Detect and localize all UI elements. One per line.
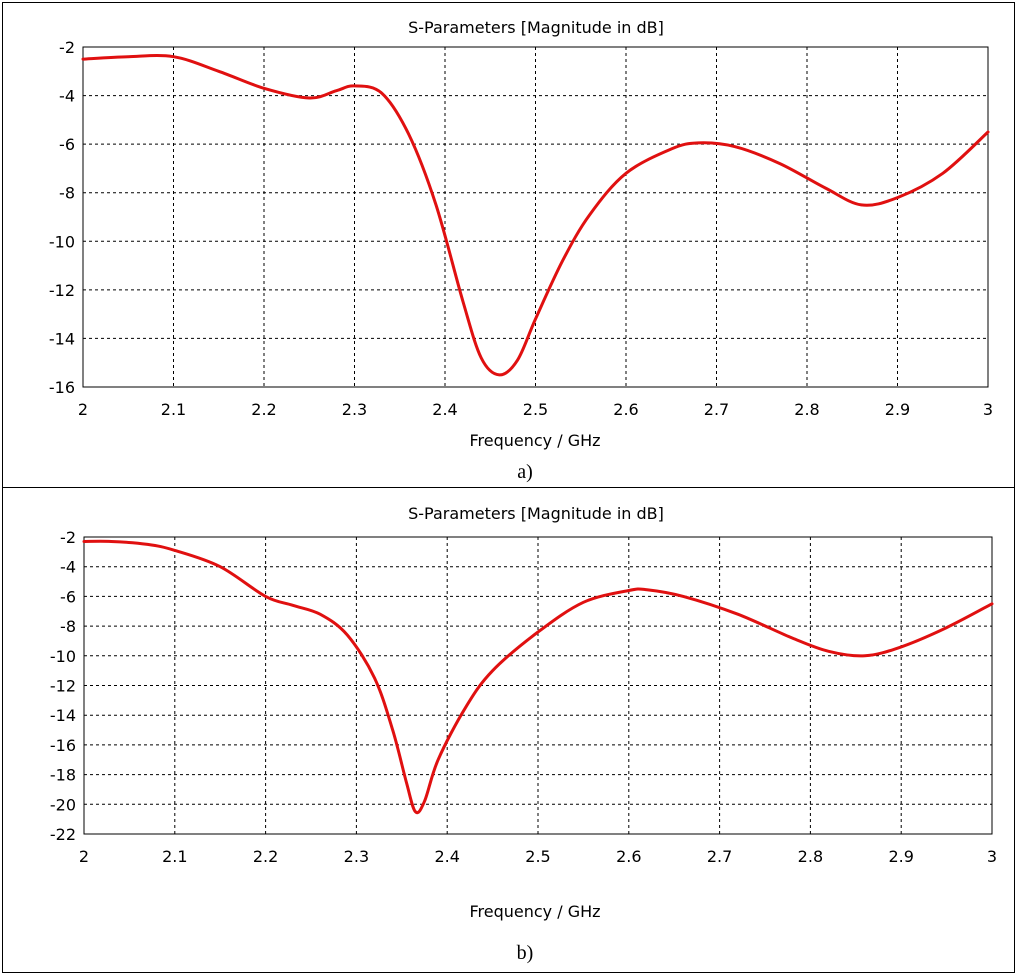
y-tick-label: -14	[50, 706, 76, 725]
x-tick-label: 2.4	[434, 847, 459, 866]
y-tick-label: -2	[59, 38, 75, 57]
figure-caption: a)	[517, 461, 533, 483]
y-tick-label: -22	[50, 825, 76, 844]
x-tick-label: 2.1	[162, 847, 187, 866]
x-tick-label: 2	[79, 847, 89, 866]
x-tick-label: 2.7	[707, 847, 732, 866]
y-tick-label: -4	[60, 558, 76, 577]
y-tick-label: -6	[59, 135, 75, 154]
x-tick-label: 3	[983, 400, 993, 419]
x-tick-label: 2.8	[798, 847, 823, 866]
y-tick-label: -4	[59, 87, 75, 106]
y-tick-label: -12	[49, 281, 75, 300]
x-tick-label: 2.3	[342, 400, 367, 419]
y-tick-label: -8	[59, 184, 75, 203]
y-tick-label: -8	[60, 617, 76, 636]
x-tick-label: 2.6	[613, 400, 638, 419]
x-tick-label: 2.9	[885, 400, 910, 419]
y-tick-label: -16	[50, 736, 76, 755]
x-tick-label: 3	[987, 847, 997, 866]
x-tick-label: 2.5	[525, 847, 550, 866]
chart-panel-b: S-Parameters [Magnitude in dB] -2 -4 -6 -8 -…	[2, 487, 1015, 973]
x-tick-label: 2.3	[344, 847, 369, 866]
x-tick-label: 2.8	[794, 400, 819, 419]
chart-title: S-Parameters [Magnitude in dB]	[408, 18, 664, 37]
chart-b-svg: S-Parameters [Magnitude in dB] -2 -4 -6 -8 -…	[50, 504, 997, 964]
y-tick-label: -18	[50, 766, 76, 785]
x-tick-label: 2.4	[432, 400, 457, 419]
x-tick-label: 2.5	[523, 400, 548, 419]
chart-panel-a: S-Parameters [Magnitude in dB] -2 -4 -6 -8 -…	[2, 2, 1015, 488]
y-tick-label: -20	[50, 795, 76, 814]
y-tick-label: -2	[60, 528, 76, 547]
y-tick-label: -10	[49, 232, 75, 251]
y-tick-label: -16	[49, 378, 75, 397]
y-tick-label: -6	[60, 587, 76, 606]
x-tick-label: 2.2	[253, 847, 278, 866]
x-tick-label: 2.1	[161, 400, 186, 419]
chart-title: S-Parameters [Magnitude in dB]	[408, 504, 664, 523]
figure-caption: b)	[517, 942, 534, 964]
series-line	[81, 54, 990, 377]
series-line	[82, 539, 994, 815]
x-tick-label: 2.6	[616, 847, 641, 866]
x-tick-label: 2.9	[888, 847, 913, 866]
x-tick-label: 2.2	[251, 400, 276, 419]
x-axis-label: Frequency / GHz	[469, 902, 600, 921]
x-axis-label: Frequency / GHz	[469, 431, 600, 450]
x-tick-label: 2.7	[704, 400, 729, 419]
y-tick-label: -14	[49, 329, 75, 348]
y-tick-label: -10	[50, 647, 76, 666]
chart-a-svg: S-Parameters [Magnitude in dB] -2 -4 -6 -8 -…	[49, 18, 993, 483]
plot-frame	[82, 46, 989, 388]
x-tick-label: 2	[78, 400, 88, 419]
y-tick-label: -12	[50, 677, 76, 696]
plot-frame	[83, 536, 993, 835]
